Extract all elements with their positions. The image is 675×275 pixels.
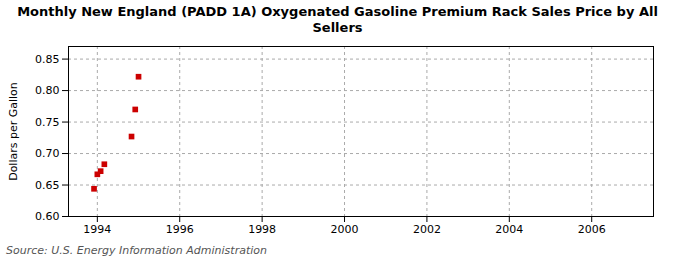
html-text:Monthly New England (PADD 1A): Monthly New England (PADD 1A) Oxygenated… [17, 4, 658, 35]
svg-text:1994: 1994 [83, 223, 111, 236]
svg-text:2002: 2002 [413, 223, 441, 236]
svg-text:0.60: 0.60 [35, 210, 60, 223]
svg-text:0.70: 0.70 [35, 147, 60, 160]
svg-text:0.80: 0.80 [35, 84, 60, 97]
svg-text:0.85: 0.85 [35, 53, 60, 66]
html-text:Source: U.S. Energy Informatio: Source: U.S. Energy Information Administ… [6, 244, 267, 257]
svg-text:0.65: 0.65 [35, 179, 60, 192]
svg-text:1998: 1998 [248, 223, 276, 236]
svg-text:Dollars per Gallon: Dollars per Gallon [7, 82, 20, 181]
svg-text:1996: 1996 [166, 223, 194, 236]
svg-text:2004: 2004 [495, 223, 523, 236]
svg-text:2006: 2006 [578, 223, 606, 236]
svg-text:0.75: 0.75 [35, 116, 60, 129]
svg-text:2000: 2000 [331, 223, 359, 236]
